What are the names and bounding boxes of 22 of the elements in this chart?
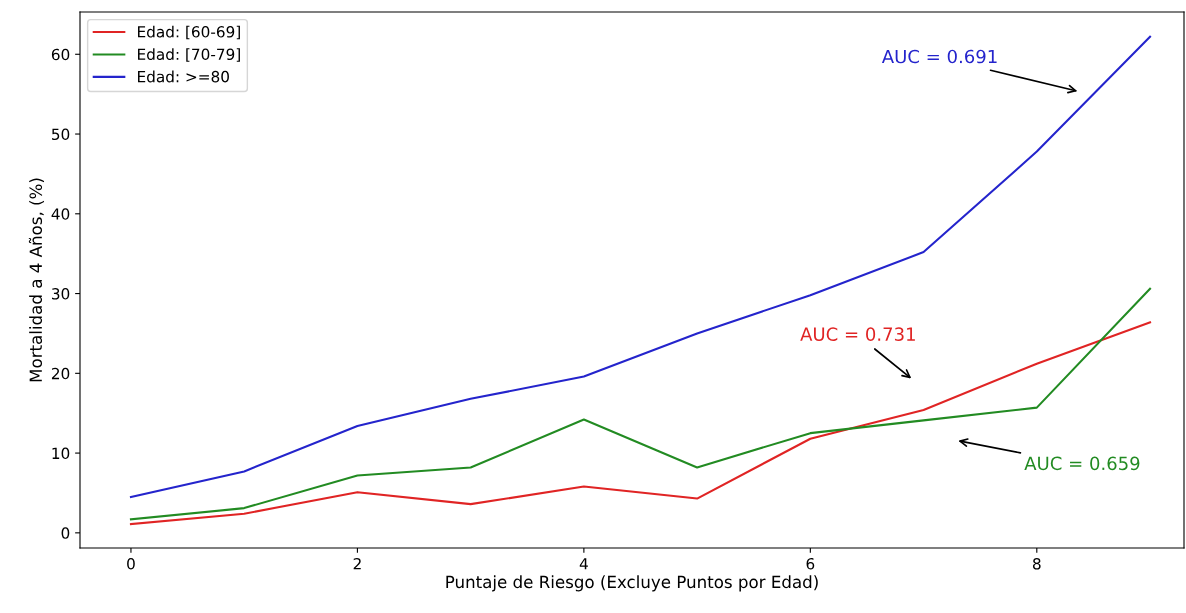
- y-tick-label: 20: [51, 367, 70, 380]
- legend-label: Edad: >=80: [138, 70, 229, 83]
- x-tick-label: 4: [579, 558, 588, 570]
- y-tick-label: 30: [52, 288, 70, 300]
- y-tick-label: 50: [52, 128, 70, 141]
- legend-label: Edad: [70-79]: [138, 48, 240, 62]
- x-tick-label: 6: [806, 557, 815, 570]
- x-tick-label: 2: [353, 557, 361, 570]
- y-tick-label: 0: [61, 527, 70, 539]
- x-axis-title: Puntaje de Riesgo (Excluye Puntos por Edad): [446, 575, 818, 592]
- y-tick-label: 40: [51, 208, 70, 220]
- annotation: AUC = 0.731: [800, 327, 915, 341]
- annotation: AUC = 0.691: [881, 49, 997, 64]
- y-tick-label: 10: [52, 447, 70, 460]
- y-tick-label: 60: [51, 48, 70, 61]
- x-tick-label: 8: [1032, 557, 1041, 570]
- legend-label: Edad: [60-69]: [138, 25, 240, 40]
- annotation: AUC = 0.659: [1024, 456, 1140, 471]
- line-series: [129, 287, 1152, 521]
- line-series: [129, 321, 1152, 526]
- y-axis-title: Mortalidad a 4 Años, (%): [28, 178, 45, 382]
- x-tick-label: 0: [127, 557, 135, 570]
